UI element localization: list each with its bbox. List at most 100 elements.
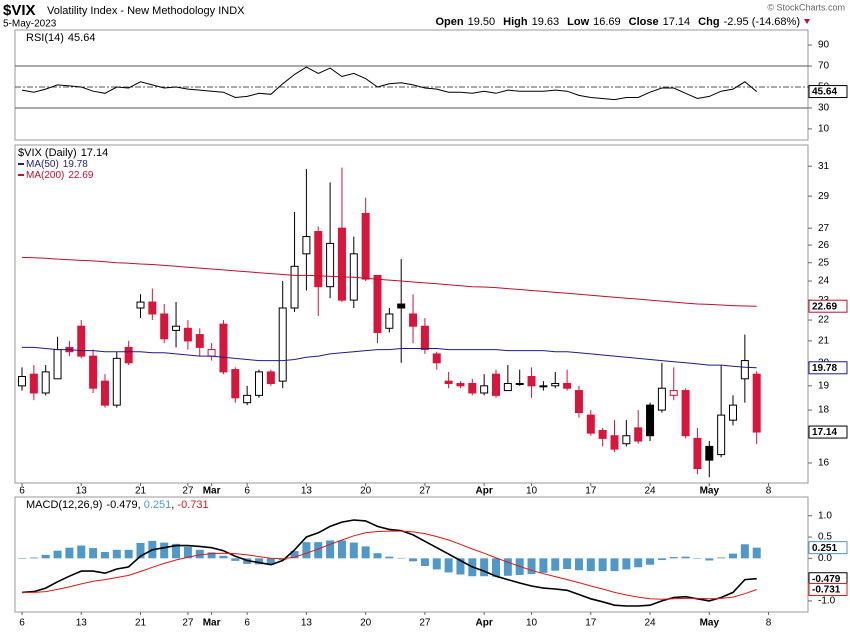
histogram-bar bbox=[503, 558, 512, 576]
instrument-name: Volatility Index - New Methodology INDX bbox=[47, 5, 245, 17]
value-box-label: 19.78 bbox=[812, 363, 837, 374]
x-tick-label: 27 bbox=[182, 618, 194, 629]
histogram-bar bbox=[551, 558, 560, 571]
candle-body bbox=[634, 427, 643, 442]
quote-label: Chg bbox=[698, 16, 719, 28]
histogram-bar bbox=[18, 558, 26, 559]
y-tick-label: 10 bbox=[818, 124, 830, 135]
histogram-bar bbox=[314, 542, 323, 559]
histogram-bar bbox=[160, 542, 169, 559]
candle-body bbox=[195, 334, 204, 348]
x-tick-label: 21 bbox=[135, 486, 147, 497]
candle-body bbox=[432, 353, 441, 364]
x-tick-label: 20 bbox=[360, 618, 372, 629]
y-tick-label: 24 bbox=[818, 276, 830, 287]
histogram-bar bbox=[136, 543, 145, 559]
x-tick-label: May bbox=[700, 618, 720, 629]
histogram-bar bbox=[65, 547, 74, 559]
histogram-bar bbox=[397, 557, 406, 559]
x-tick-label: Mar bbox=[203, 618, 221, 629]
legend-value: -0.479 bbox=[106, 499, 137, 511]
candle-body bbox=[255, 371, 263, 396]
panel-frame bbox=[14, 144, 809, 484]
x-tick-label: 17 bbox=[585, 618, 597, 629]
candle-body bbox=[551, 382, 560, 387]
candle-body bbox=[18, 375, 26, 387]
quote: Open 19.50 High 19.63 Low 16.69 Close 17.14 Chg -… bbox=[436, 16, 801, 28]
candle-body bbox=[326, 242, 335, 288]
x-tick-label: 24 bbox=[644, 486, 656, 497]
indicator-line bbox=[21, 519, 757, 607]
candle-body bbox=[290, 265, 299, 309]
y-tick-label: 31 bbox=[818, 161, 830, 172]
histogram-bar bbox=[385, 556, 394, 559]
candle-body bbox=[527, 375, 536, 387]
y-tick-label: 30 bbox=[818, 103, 830, 114]
legend-value: 19.78 bbox=[63, 159, 88, 170]
candle-body bbox=[693, 437, 702, 470]
candle-body bbox=[729, 404, 737, 421]
y-tick-label: 1.0 bbox=[818, 510, 832, 521]
candle-body bbox=[160, 313, 169, 340]
candle-body bbox=[646, 404, 655, 437]
histogram-bar bbox=[563, 558, 572, 569]
candle-body bbox=[302, 236, 311, 255]
value-box-label: -0.731 bbox=[812, 585, 841, 596]
x-tick-label: 6 bbox=[19, 486, 25, 497]
candle-body bbox=[231, 369, 240, 399]
candle-body bbox=[492, 373, 500, 396]
legend-name: MA(50) bbox=[26, 159, 59, 170]
histogram-bar bbox=[326, 540, 335, 559]
x-tick-label: 6 bbox=[244, 486, 250, 497]
histogram-bar bbox=[574, 558, 583, 571]
histogram-bar bbox=[290, 551, 299, 559]
y-tick-label: 25 bbox=[818, 257, 830, 268]
histogram-bar bbox=[681, 556, 690, 559]
value-box-label: 17.14 bbox=[812, 427, 837, 438]
y-tick-label: 22 bbox=[818, 315, 830, 326]
legend-name: $VIX (Daily) bbox=[18, 147, 77, 159]
candle-body bbox=[266, 371, 275, 384]
legend-value: 22.69 bbox=[68, 170, 93, 181]
candle-body bbox=[657, 387, 666, 411]
histogram-bar bbox=[302, 542, 311, 559]
candle-body bbox=[480, 385, 489, 394]
histogram-bar bbox=[669, 557, 678, 559]
legend-name: MACD(12,26,9) bbox=[26, 499, 102, 511]
symbol: $VIX bbox=[3, 2, 36, 19]
candle-body bbox=[740, 360, 749, 380]
x-tick-label: 10 bbox=[526, 618, 538, 629]
x-tick-label: 17 bbox=[585, 486, 597, 497]
x-tick-label: 20 bbox=[360, 486, 372, 497]
histogram-bar bbox=[432, 558, 441, 570]
candle-body bbox=[420, 325, 429, 351]
quote-label: High bbox=[503, 16, 528, 28]
candle-body bbox=[622, 435, 631, 445]
legend-value: 0.251 bbox=[144, 499, 172, 511]
candle-body bbox=[124, 346, 133, 364]
histogram-bar bbox=[444, 558, 453, 573]
quote-value: 16.69 bbox=[593, 16, 621, 28]
candle-body bbox=[681, 390, 690, 437]
histogram-bar bbox=[231, 558, 240, 561]
histogram-bar bbox=[729, 553, 737, 559]
candle-body bbox=[219, 323, 228, 373]
histogram-bar bbox=[124, 549, 133, 559]
panel-frame bbox=[14, 29, 809, 141]
histogram-bar bbox=[41, 554, 50, 559]
histogram-bar bbox=[693, 558, 702, 559]
histogram-bar bbox=[195, 549, 204, 559]
candle-body bbox=[385, 313, 394, 329]
histogram-bar bbox=[100, 551, 109, 559]
moving-average bbox=[22, 346, 757, 369]
candle-body bbox=[207, 349, 216, 357]
histogram-bar bbox=[29, 557, 38, 559]
x-tick-label: 27 bbox=[419, 618, 431, 629]
down-arrow bbox=[804, 19, 810, 24]
value-box bbox=[808, 361, 848, 375]
value-box-label: -0.479 bbox=[812, 574, 841, 585]
candle-body bbox=[610, 435, 619, 450]
histogram-bar bbox=[705, 558, 714, 561]
value-box bbox=[808, 541, 848, 555]
